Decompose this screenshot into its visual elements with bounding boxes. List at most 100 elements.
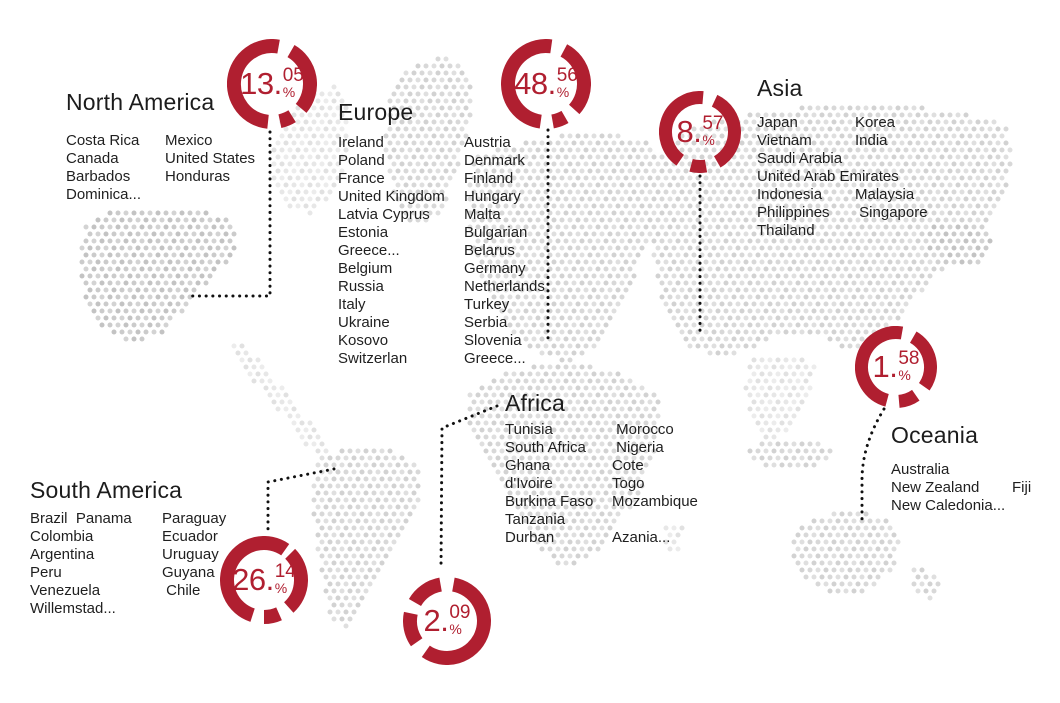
map-dot bbox=[567, 259, 573, 265]
map-dot bbox=[95, 273, 101, 279]
map-dot bbox=[271, 175, 277, 181]
map-dot bbox=[175, 273, 181, 279]
map-dot bbox=[823, 105, 829, 111]
map-dot bbox=[671, 301, 677, 307]
map-dot bbox=[635, 140, 641, 146]
map-dot bbox=[807, 567, 813, 573]
map-dot bbox=[899, 308, 905, 314]
map-dot bbox=[463, 105, 469, 111]
map-dot bbox=[603, 518, 609, 524]
map-dot bbox=[615, 455, 621, 461]
map-dot bbox=[983, 161, 989, 167]
map-dot bbox=[855, 245, 861, 251]
map-dot bbox=[675, 224, 681, 230]
map-dot bbox=[835, 280, 841, 286]
map-dot bbox=[719, 203, 725, 209]
map-dot bbox=[551, 231, 557, 237]
map-dot bbox=[383, 455, 389, 461]
map-dot bbox=[807, 329, 813, 335]
map-dot bbox=[527, 427, 533, 433]
donut-segment bbox=[711, 94, 741, 168]
map-dot bbox=[959, 147, 965, 153]
map-dot bbox=[903, 175, 909, 181]
map-dot bbox=[159, 287, 165, 293]
map-dot bbox=[927, 203, 933, 209]
map-dot bbox=[863, 581, 869, 587]
map-dot bbox=[743, 217, 749, 223]
map-dot bbox=[307, 434, 313, 440]
map-dot bbox=[283, 392, 289, 398]
map-dot bbox=[531, 252, 537, 258]
map-dot bbox=[899, 224, 905, 230]
donut-ring bbox=[659, 91, 741, 173]
map-dot bbox=[831, 105, 837, 111]
map-dot bbox=[803, 574, 809, 580]
map-dot bbox=[619, 504, 625, 510]
map-dot bbox=[323, 490, 329, 496]
map-dot bbox=[679, 329, 685, 335]
map-dot bbox=[691, 182, 697, 188]
map-dot bbox=[583, 483, 589, 489]
map-dot bbox=[759, 441, 765, 447]
map-dot bbox=[327, 175, 333, 181]
map-dot bbox=[843, 322, 849, 328]
map-dot bbox=[511, 399, 517, 405]
map-dot bbox=[847, 539, 853, 545]
map-dot bbox=[579, 532, 585, 538]
map-dot bbox=[783, 287, 789, 293]
map-dot bbox=[311, 189, 317, 195]
map-dot bbox=[331, 546, 337, 552]
map-dot bbox=[851, 308, 857, 314]
map-dot bbox=[579, 238, 585, 244]
map-dot bbox=[551, 441, 557, 447]
map-dot bbox=[531, 168, 537, 174]
country-item: Guyana bbox=[162, 564, 215, 581]
map-dot bbox=[775, 161, 781, 167]
map-dot bbox=[483, 266, 489, 272]
map-dot bbox=[931, 140, 937, 146]
map-dot bbox=[615, 301, 621, 307]
map-dot bbox=[755, 182, 761, 188]
map-dot bbox=[471, 161, 477, 167]
map-dot bbox=[955, 182, 961, 188]
map-dot bbox=[747, 448, 753, 454]
map-dot bbox=[903, 259, 909, 265]
map-dot bbox=[871, 259, 877, 265]
map-dot bbox=[723, 196, 729, 202]
map-dot bbox=[151, 301, 157, 307]
map-dot bbox=[735, 343, 741, 349]
map-dot bbox=[635, 224, 641, 230]
map-dot bbox=[907, 280, 913, 286]
map-dot bbox=[375, 567, 381, 573]
map-dot bbox=[415, 133, 421, 139]
map-dot bbox=[455, 119, 461, 125]
map-dot bbox=[615, 203, 621, 209]
map-dot bbox=[539, 322, 545, 328]
map-dot bbox=[839, 259, 845, 265]
map-dot bbox=[215, 245, 221, 251]
map-dot bbox=[187, 210, 193, 216]
map-dot bbox=[599, 217, 605, 223]
map-dot bbox=[767, 455, 773, 461]
map-dot bbox=[171, 252, 177, 258]
map-dot bbox=[315, 504, 321, 510]
map-dot bbox=[527, 315, 533, 321]
map-dot bbox=[715, 210, 721, 216]
map-dot bbox=[327, 609, 333, 615]
map-dot bbox=[931, 168, 937, 174]
map-dot bbox=[835, 168, 841, 174]
map-dot bbox=[303, 161, 309, 167]
map-dot bbox=[827, 252, 833, 258]
map-dot bbox=[879, 301, 885, 307]
map-dot bbox=[771, 252, 777, 258]
map-dot bbox=[771, 420, 777, 426]
map-dot bbox=[519, 161, 525, 167]
map-dot bbox=[823, 231, 829, 237]
map-dot bbox=[551, 259, 557, 265]
map-dot bbox=[927, 231, 933, 237]
map-dot bbox=[199, 259, 205, 265]
map-dot bbox=[507, 392, 513, 398]
map-dot bbox=[375, 539, 381, 545]
map-dot bbox=[107, 322, 113, 328]
map-dot bbox=[763, 252, 769, 258]
